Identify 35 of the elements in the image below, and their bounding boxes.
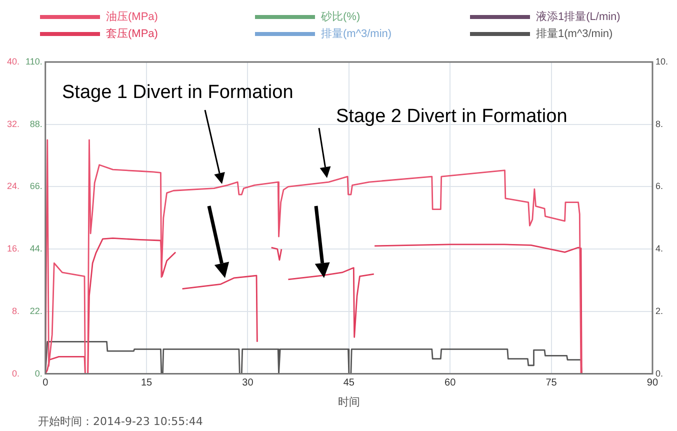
y2-tick-label: 88. <box>30 118 42 129</box>
x-tick-label: 45 <box>343 378 355 389</box>
x-tick-label: 15 <box>140 378 153 389</box>
y2-tick-label: 44. <box>30 244 42 254</box>
y3-tick-label: 0. <box>655 368 664 378</box>
y-tick-label: 8. <box>12 306 20 316</box>
y-tick-label: 32. <box>6 118 20 129</box>
x-tick-label: 90 <box>646 378 658 389</box>
text: 开始时间：2014-9-23 10:55:44 <box>38 414 203 429</box>
x-tick-label: 0 <box>42 378 49 389</box>
y-tick-label: 0. <box>12 368 20 378</box>
y-tick-label: 24. <box>6 181 20 192</box>
y3-tick-label: 4. <box>655 244 664 254</box>
text: 油压(MPa) <box>106 10 158 24</box>
annotation: Stage 1 Divert in Formation <box>62 82 294 104</box>
y2-tick-label: 22. <box>30 306 42 316</box>
y2-tick-label: 66. <box>30 181 42 192</box>
x-tick-label: 75 <box>546 378 558 389</box>
x-tick-label: 60 <box>444 378 456 389</box>
y3-tick-label: 2. <box>655 306 664 316</box>
y2-tick-label: 0. <box>34 368 42 378</box>
y-tick-label: 16. <box>6 244 20 254</box>
y3-tick-label: 8. <box>655 118 664 129</box>
text: 排量1(m^3/min) <box>536 27 613 41</box>
y-tick-label: 40. <box>6 56 20 66</box>
y2-tick-label: 110. <box>26 56 42 66</box>
y3-tick-label: 10. <box>655 56 668 66</box>
x-axis-title: 时间 <box>338 395 360 408</box>
legend-label: 砂比(%) <box>321 10 360 24</box>
legend-label: 液添1排量(L/min) <box>536 10 620 24</box>
legend-label: 排量(m^3/min) <box>321 27 392 41</box>
y3-tick-label: 6. <box>655 181 664 192</box>
annotation: Stage 2 Divert in Formation <box>336 106 568 128</box>
x-tick-label: 30 <box>242 378 254 389</box>
text: 套压(MPa) <box>106 27 158 41</box>
